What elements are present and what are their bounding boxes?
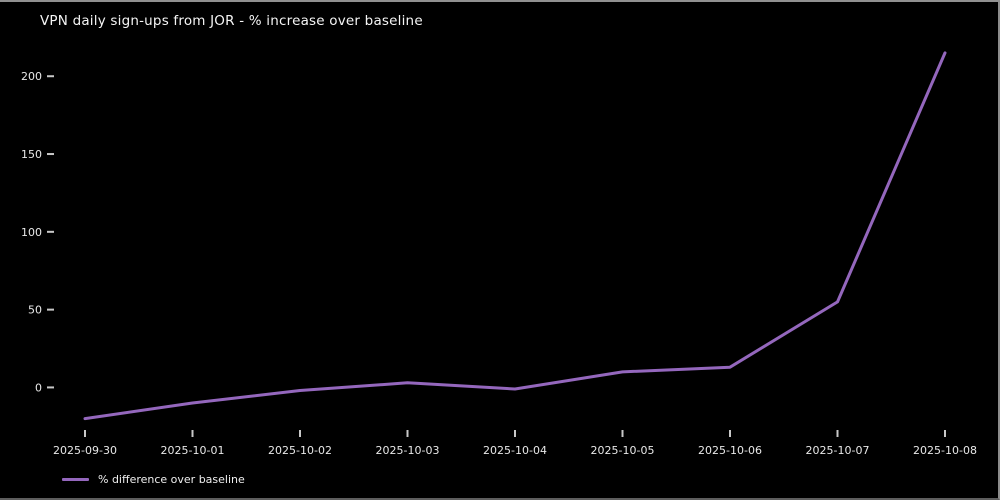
legend-line-swatch — [62, 478, 89, 481]
x-tick-label: 2025-10-07 — [806, 444, 870, 457]
y-tick-label: 150 — [21, 148, 42, 161]
x-tick-label: 2025-10-04 — [483, 444, 547, 457]
x-tick-label: 2025-10-03 — [376, 444, 440, 457]
y-tick-label: 200 — [21, 70, 42, 83]
y-tick-label: 50 — [28, 304, 42, 317]
chart-legend: % difference over baseline — [62, 473, 245, 486]
series-line — [83, 51, 947, 421]
chart-title: VPN daily sign-ups from JOR - % increase… — [40, 13, 423, 29]
y-tick-label: 0 — [35, 381, 42, 394]
legend-label: % difference over baseline — [98, 473, 245, 486]
x-tick-label: 2025-10-01 — [161, 444, 225, 457]
x-tick-label: 2025-09-30 — [53, 444, 117, 457]
x-tick-label: 2025-10-05 — [591, 444, 655, 457]
y-tick-label: 100 — [21, 226, 42, 239]
x-tick-label: 2025-10-02 — [268, 444, 332, 457]
x-tick-label: 2025-10-06 — [698, 444, 762, 457]
x-tick-label: 2025-10-08 — [913, 444, 977, 457]
